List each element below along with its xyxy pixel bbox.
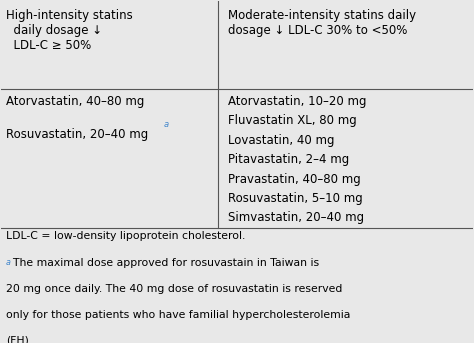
Text: Pitavastatin, 2–4 mg: Pitavastatin, 2–4 mg <box>228 153 349 166</box>
Text: Moderate-intensity statins daily
dosage ↓ LDL-C 30% to <50%: Moderate-intensity statins daily dosage … <box>228 9 416 37</box>
Text: (FH).: (FH). <box>6 335 32 343</box>
Text: High-intensity statins
  daily dosage ↓
  LDL-C ≥ 50%: High-intensity statins daily dosage ↓ LD… <box>6 9 133 51</box>
Text: Atorvastatin, 10–20 mg: Atorvastatin, 10–20 mg <box>228 95 366 108</box>
Text: only for those patients who have familial hypercholesterolemia: only for those patients who have familia… <box>6 309 350 320</box>
Text: Rosuvastatin, 20–40 mg: Rosuvastatin, 20–40 mg <box>6 128 148 141</box>
Text: Simvastatin, 20–40 mg: Simvastatin, 20–40 mg <box>228 212 364 225</box>
Text: Fluvastatin XL, 80 mg: Fluvastatin XL, 80 mg <box>228 114 356 127</box>
Text: a: a <box>164 120 169 129</box>
Text: The maximal dose approved for rosuvastain in Taiwan is: The maximal dose approved for rosuvastai… <box>6 258 319 268</box>
Text: Pravastatin, 40–80 mg: Pravastatin, 40–80 mg <box>228 173 360 186</box>
Text: 20 mg once daily. The 40 mg dose of rosuvastatin is reserved: 20 mg once daily. The 40 mg dose of rosu… <box>6 284 343 294</box>
Text: a: a <box>6 258 11 267</box>
Text: Atorvastatin, 40–80 mg: Atorvastatin, 40–80 mg <box>6 95 145 108</box>
Text: Lovastatin, 40 mg: Lovastatin, 40 mg <box>228 133 334 146</box>
Text: LDL-C = low-density lipoprotein cholesterol.: LDL-C = low-density lipoprotein choleste… <box>6 231 246 241</box>
Text: Rosuvastatin, 5–10 mg: Rosuvastatin, 5–10 mg <box>228 192 362 205</box>
Text: Rosuvastatin, 20–40 mg: Rosuvastatin, 20–40 mg <box>6 128 152 141</box>
